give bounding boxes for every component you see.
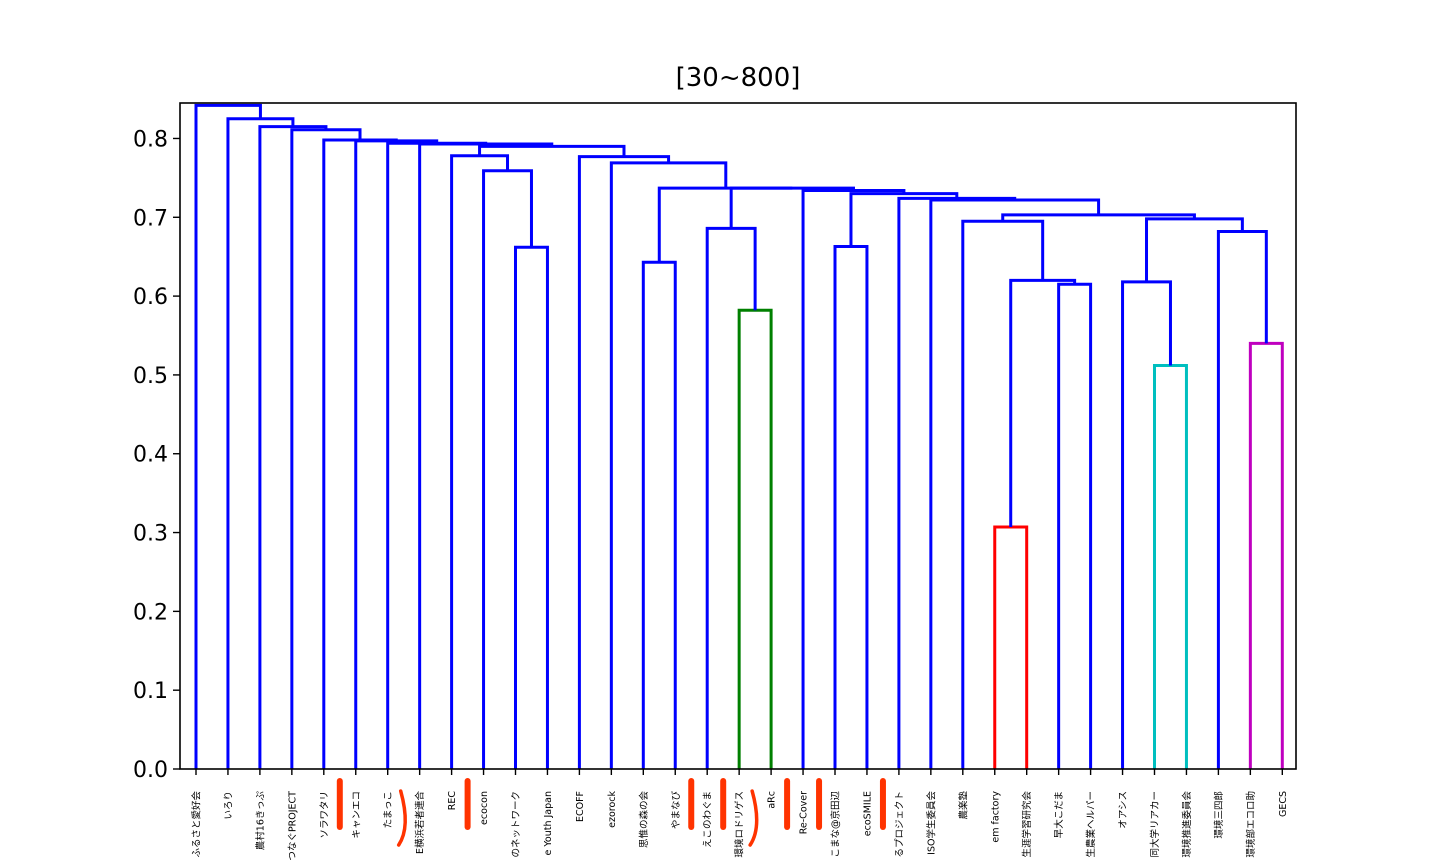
annotation-bracket (748, 789, 759, 847)
x-tick-label: 思惟の森の会 (638, 791, 650, 849)
dendrogram-link (833, 244, 869, 769)
x-tick-label: 農楽塾 (957, 791, 969, 820)
x-tick-label: 生涯学習研究会 (1021, 791, 1033, 858)
y-tick-label: 0.8 (133, 127, 168, 152)
y-tick-label: 0.3 (133, 522, 168, 547)
x-tick-label: aRc (767, 791, 778, 809)
dendrogram-links (194, 103, 1284, 769)
plot-frame (179, 102, 1297, 770)
x-tick-label: のネットワーク (511, 791, 522, 858)
dendrogram-link (993, 525, 1029, 769)
dendrogram-link (354, 139, 439, 769)
x-tick-label: こまな@京田辺 (830, 791, 842, 858)
x-tick-label: 早大こだま (1053, 791, 1065, 838)
x-tick-label: E横浜若者連合 (414, 791, 426, 855)
dendrogram-link (1153, 363, 1188, 769)
y-tick-label: 0.2 (133, 600, 168, 625)
x-tick-label: 環境推進委員会 (1181, 791, 1193, 858)
annotation-bracket (396, 789, 407, 847)
dendrogram-link (641, 260, 677, 769)
x-tick-label: 同大学リアカー (1149, 791, 1161, 858)
dendrogram-link (1121, 280, 1172, 769)
y-tick-label: 0.5 (133, 364, 168, 389)
y-tick-label: 0.0 (133, 758, 168, 783)
y-tick-label: 0.7 (133, 206, 168, 231)
x-tick-label: em factory (990, 791, 1001, 843)
x-tick-label: キャンエコ (351, 791, 362, 839)
hand-annotations (336, 778, 886, 847)
x-tick-label: ソラワタリ (319, 791, 330, 839)
dendrogram-link (849, 192, 959, 247)
x-tick-label: オアシス (1118, 791, 1129, 829)
x-tick-label: ECOFF (575, 791, 586, 822)
x-tick-label: ecocon (479, 791, 490, 825)
x-axis-ticks: ふるさと愛好会 いろり 農村16きっぷ つなぐPROJECT ソラワタリ キャンエコ たまっ… (191, 769, 1289, 861)
dendrogram-link (1145, 217, 1244, 282)
x-tick-label: ISO学生委員会 (925, 791, 937, 855)
x-tick-label: ezorock (607, 791, 618, 828)
x-tick-label: ecoSMILE (862, 791, 873, 836)
dendrogram-link (194, 103, 262, 769)
dendrogram-link (482, 169, 533, 769)
dendrogram-link (1009, 278, 1077, 528)
dendrogram-link (450, 154, 510, 769)
x-tick-label: 農村16きっぷ (254, 791, 266, 851)
dendrogram-link (657, 186, 793, 263)
x-tick-label: e Youth Japan (543, 791, 554, 856)
dendrogram-link (322, 138, 398, 769)
dendrogram-link (801, 188, 906, 769)
x-tick-label: 環境三四郎 (1213, 791, 1225, 839)
dendrogram-link (290, 128, 362, 769)
dendrogram-link (1057, 282, 1093, 769)
x-tick-label: つなぐPROJECT (287, 791, 298, 861)
dendrogram-link (1216, 229, 1268, 769)
dendrogram-link (897, 196, 1017, 769)
x-tick-label: るプロジェクト (894, 791, 905, 858)
x-tick-label: 環境ロドリゲス (734, 791, 746, 858)
y-tick-label: 0.6 (133, 285, 168, 310)
dendrogram-link (514, 245, 549, 769)
dendrogram-link (1248, 341, 1284, 769)
x-tick-label: 生農業ヘルパー (1085, 791, 1097, 858)
dendrogram-link (729, 186, 855, 229)
y-tick-label: 0.1 (133, 679, 168, 704)
chart-title: [30~800] (676, 63, 801, 93)
axes (179, 102, 1297, 770)
dendrogram-link (577, 155, 671, 769)
x-tick-label: いろり (223, 791, 234, 820)
y-axis-ticks: 0.0 0.1 0.2 0.3 0.4 0.5 0.6 0.7 0.8 (133, 127, 180, 783)
dendrogram-link (737, 308, 773, 769)
x-tick-label: ふるさと愛好会 (191, 791, 203, 858)
x-tick-label: たまっこ (383, 791, 394, 828)
x-tick-label: えこのわぐま (703, 791, 714, 848)
x-tick-label: 環境部エコロ助 (1245, 791, 1257, 858)
x-tick-label: REC (447, 791, 458, 811)
dendrogram-link (386, 141, 488, 769)
x-tick-label: GECS (1278, 791, 1289, 817)
x-tick-label: やまなび (671, 791, 682, 830)
x-tick-label: Re-Cover (799, 791, 810, 834)
y-tick-label: 0.4 (133, 443, 168, 468)
dendrogram-link (961, 219, 1045, 769)
